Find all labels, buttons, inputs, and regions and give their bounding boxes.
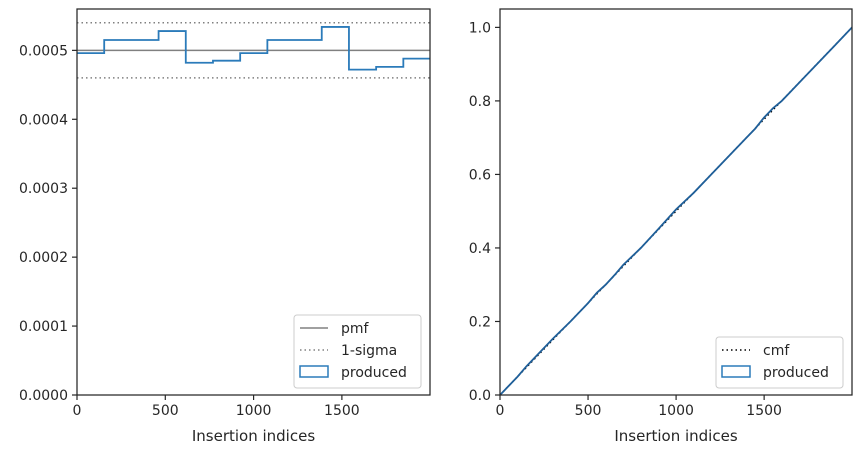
pmf-x-tick-label: 0 [73,403,82,419]
pmf-x-tick-label: 1500 [324,403,360,419]
pmf-legend-produced-label: produced [341,365,407,381]
cmf-y-tick-label: 0.0 [469,388,491,404]
pmf-y-tick-label: 0.0000 [19,388,68,404]
pmf-legend-produced-marker [299,365,329,378]
pmf-x-tick-label: 500 [152,403,179,419]
pmf-series-produced [77,26,430,71]
cmf-y-ticks: 0.0 0.2 0.4 0.6 0.8 1.0 [469,20,500,404]
pmf-x-ticks: 0 500 1000 1500 [73,395,360,419]
cmf-legend-produced-label: produced [763,365,829,381]
cmf-y-tick-label: 0.6 [469,167,491,183]
pmf-legend-box [293,314,422,389]
cmf-plot-area [499,26,853,396]
pmf-legend-sigma-label: 1-sigma [341,343,397,359]
pmf-y-tick-label: 0.0005 [19,43,68,59]
pmf-chart: 0 500 1000 1500 0.00000.00010.00020.00030.0… [19,8,431,445]
pmf-y-tick-label: 0.0002 [19,250,68,266]
cmf-x-tick-label: 0 [496,403,505,419]
pmf-y-tick-label: 0.0001 [19,319,68,335]
cmf-x-tick-label: 1000 [658,403,694,419]
cmf-legend: cmf produced [715,336,844,389]
pmf-plot-area [77,22,430,79]
cmf-series-produced [499,26,853,396]
cmf-x-tick-label: 1500 [746,403,782,419]
cmf-x-axis-label: Insertion indices [614,427,737,445]
pmf-y-tick-label: 0.0003 [19,181,68,197]
cmf-chart: 0 500 1000 1500 0.0 0.2 0.4 0.6 0.8 1.0 Insertio… [469,8,853,445]
pmf-x-tick-label: 1000 [236,403,272,419]
pmf-legend: pmf 1-sigma produced [293,314,422,389]
cmf-legend-box [715,336,844,389]
cmf-legend-produced-marker [721,365,751,378]
cmf-x-tick-label: 500 [575,403,602,419]
cmf-y-tick-label: 1.0 [469,20,491,36]
cmf-y-tick-label: 0.8 [469,94,491,110]
pmf-legend-pmf-label: pmf [341,321,370,337]
cmf-y-tick-label: 0.4 [469,241,491,257]
cmf-x-ticks: 0 500 1000 1500 [496,395,782,419]
pmf-y-tick-label: 0.0004 [19,112,68,128]
pmf-y-ticks: 0.0000 0.0001 0.0002 0.0003 0.0004 0.0005 [19,43,77,404]
cmf-legend-cmf-label: cmf [763,343,790,359]
cmf-y-tick-label: 0.2 [469,314,491,330]
pmf-x-axis-label: Insertion indices [192,427,315,445]
